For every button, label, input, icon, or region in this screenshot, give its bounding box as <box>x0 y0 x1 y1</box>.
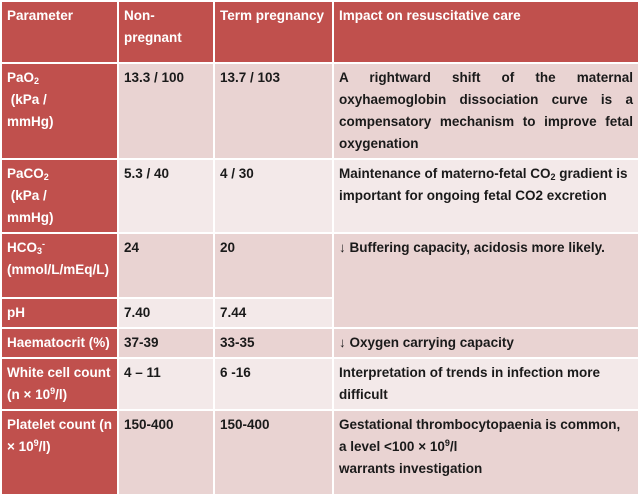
value-term-pregnancy: 7.44 <box>213 297 334 329</box>
table-row-pao2: PaO2 (kPa / mmHg) 13.3 / 100 13.7 / 103 … <box>0 62 638 160</box>
table-row-hco3: HCO3- (mmol/L/mEq/L) 24 20 ↓ Buffering c… <box>0 232 638 329</box>
header-parameter: Parameter <box>0 0 119 64</box>
value-term-pregnancy: 150-400 <box>213 409 334 496</box>
param-platelet-count: Platelet count (n × 109/l) <box>0 409 119 496</box>
value-term-pregnancy: 13.7 / 103 <box>213 62 334 160</box>
header-impact: Impact on resuscitative care <box>332 0 638 64</box>
param-ph: pH <box>0 297 119 329</box>
impact-text: A rightward shift of the maternal oxyhae… <box>332 62 638 160</box>
table-row-platelet-count: Platelet count (n × 109/l) 150-400 150-4… <box>0 409 638 496</box>
value-non-pregnant: 150-400 <box>117 409 215 496</box>
impact-text: Maintenance of materno-fetal CO2 gradien… <box>332 158 638 234</box>
table-row-ph: pH 7.40 7.44 <box>0 297 638 329</box>
param-haematocrit: Haematocrit (%) <box>0 327 119 359</box>
header-non-pregnant: Non-pregnant <box>117 0 215 64</box>
param-white-cell-count: White cell count (n × 109/l) <box>0 357 119 411</box>
param-hco3: HCO3- (mmol/L/mEq/L) <box>0 232 119 299</box>
impact-text: Interpretation of trends in infection mo… <box>332 357 638 411</box>
value-non-pregnant: 24 <box>117 232 215 299</box>
value-non-pregnant: 5.3 / 40 <box>117 158 215 234</box>
table-row-paco2: PaCO2 (kPa / mmHg) 5.3 / 40 4 / 30 Maint… <box>0 158 638 234</box>
value-term-pregnancy: 6 -16 <box>213 357 334 411</box>
impact-text: ↓ Buffering capacity, acidosis more like… <box>332 232 638 329</box>
value-non-pregnant: 7.40 <box>117 297 215 329</box>
value-term-pregnancy: 33-35 <box>213 327 334 359</box>
value-term-pregnancy: 20 <box>213 232 334 299</box>
table-row-haematocrit: Haematocrit (%) 37-39 33-35 ↓ Oxygen car… <box>0 327 638 359</box>
value-non-pregnant: 37-39 <box>117 327 215 359</box>
table-row-white-cell-count: White cell count (n × 109/l) 4 – 11 6 -1… <box>0 357 638 411</box>
header-row: Parameter Non-pregnant Term pregnancy Im… <box>0 0 638 64</box>
header-term-pregnancy: Term pregnancy <box>213 0 334 64</box>
value-term-pregnancy: 4 / 30 <box>213 158 334 234</box>
impact-text: Gestational thrombocytopaenia is common,… <box>332 409 638 496</box>
impact-text: ↓ Oxygen carrying capacity <box>332 327 638 359</box>
value-non-pregnant: 13.3 / 100 <box>117 62 215 160</box>
param-pao2: PaO2 (kPa / mmHg) <box>0 62 119 160</box>
param-paco2: PaCO2 (kPa / mmHg) <box>0 158 119 234</box>
value-non-pregnant: 4 – 11 <box>117 357 215 411</box>
